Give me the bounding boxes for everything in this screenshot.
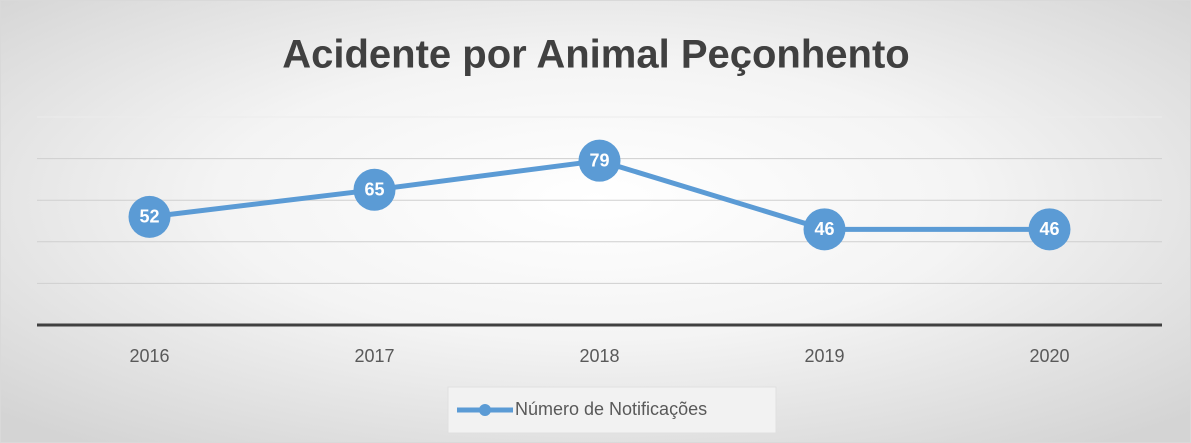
x-tick-label: 2019 (804, 346, 844, 366)
data-label: 46 (814, 219, 834, 239)
data-point (803, 208, 846, 251)
x-tick-label: 2018 (579, 346, 619, 366)
legend-marker (479, 404, 491, 416)
legend-label: Número de Notificações (515, 399, 707, 419)
data-label: 65 (364, 180, 384, 200)
data-label: 46 (1039, 219, 1059, 239)
data-label: 52 (139, 207, 159, 227)
data-point (128, 195, 171, 238)
data-point (578, 139, 621, 182)
x-tick-label: 2016 (129, 346, 169, 366)
x-tick-label: 2017 (354, 346, 394, 366)
data-point (1028, 208, 1071, 251)
chart-title: Acidente por Animal Peçonhento (282, 33, 909, 77)
data-label: 79 (589, 150, 609, 170)
x-tick-label: 2020 (1029, 346, 1069, 366)
data-point (353, 168, 396, 211)
